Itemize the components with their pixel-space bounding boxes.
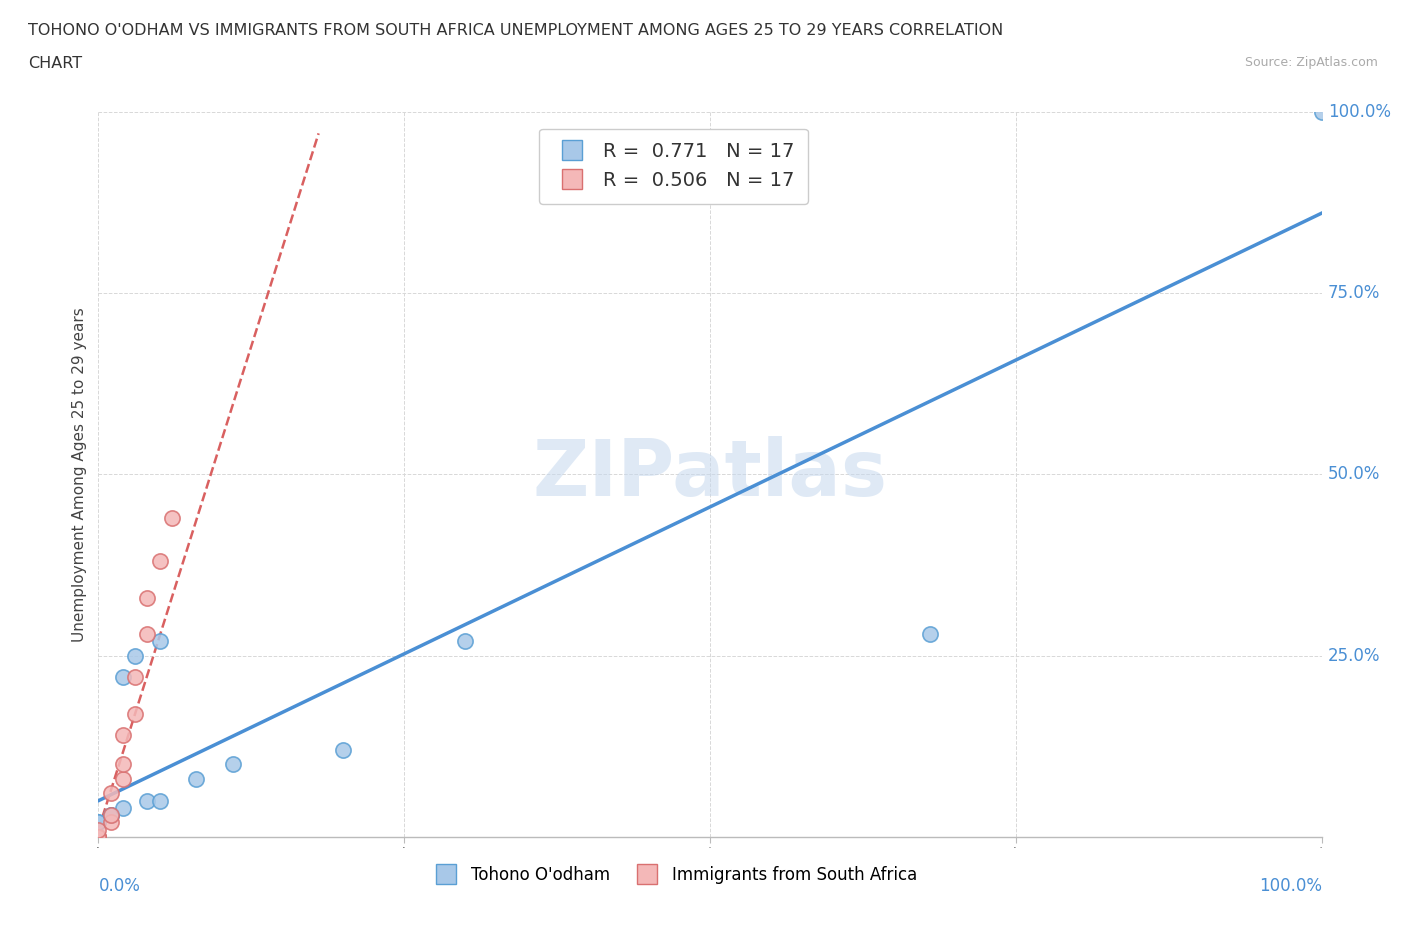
Point [186, 772, 208, 787]
Point [136, 627, 159, 642]
Point [136, 793, 159, 808]
Point [454, 633, 477, 648]
Point [124, 648, 146, 663]
Point [111, 757, 134, 772]
Point [124, 670, 146, 684]
Point [87, 830, 110, 844]
Point [87, 830, 110, 844]
Point [111, 728, 134, 743]
Point [100, 815, 122, 830]
Point [111, 772, 134, 787]
Text: 100.0%: 100.0% [1258, 877, 1322, 895]
Point [87, 830, 110, 844]
Text: 0.0%: 0.0% [98, 877, 141, 895]
Point [149, 793, 172, 808]
Text: 50.0%: 50.0% [1327, 465, 1381, 484]
Point [100, 786, 122, 801]
Point [149, 633, 172, 648]
Text: Source: ZipAtlas.com: Source: ZipAtlas.com [1244, 56, 1378, 69]
Point [222, 757, 245, 772]
Legend: Tohono O'odham, Immigrants from South Africa: Tohono O'odham, Immigrants from South Af… [423, 859, 924, 890]
Text: ZIPatlas: ZIPatlas [533, 436, 887, 512]
Point [149, 554, 172, 569]
Point [100, 808, 122, 823]
Point [136, 591, 159, 605]
Text: TOHONO O'ODHAM VS IMMIGRANTS FROM SOUTH AFRICA UNEMPLOYMENT AMONG AGES 25 TO 29 : TOHONO O'ODHAM VS IMMIGRANTS FROM SOUTH … [28, 23, 1004, 38]
Point [124, 706, 146, 721]
Point [87, 815, 110, 830]
Text: CHART: CHART [28, 56, 82, 71]
Point [111, 801, 134, 816]
Text: 25.0%: 25.0% [1327, 646, 1381, 665]
Point [87, 830, 110, 844]
Text: 100.0%: 100.0% [1327, 102, 1391, 121]
Point [87, 815, 110, 830]
Point [920, 627, 942, 642]
Point [1310, 104, 1333, 119]
Point [87, 830, 110, 844]
Y-axis label: Unemployment Among Ages 25 to 29 years: Unemployment Among Ages 25 to 29 years [72, 307, 87, 642]
Point [87, 822, 110, 837]
Point [332, 742, 354, 757]
Point [100, 808, 122, 823]
Point [111, 670, 134, 684]
Point [160, 511, 183, 525]
Text: 75.0%: 75.0% [1327, 284, 1381, 302]
Point [100, 808, 122, 823]
